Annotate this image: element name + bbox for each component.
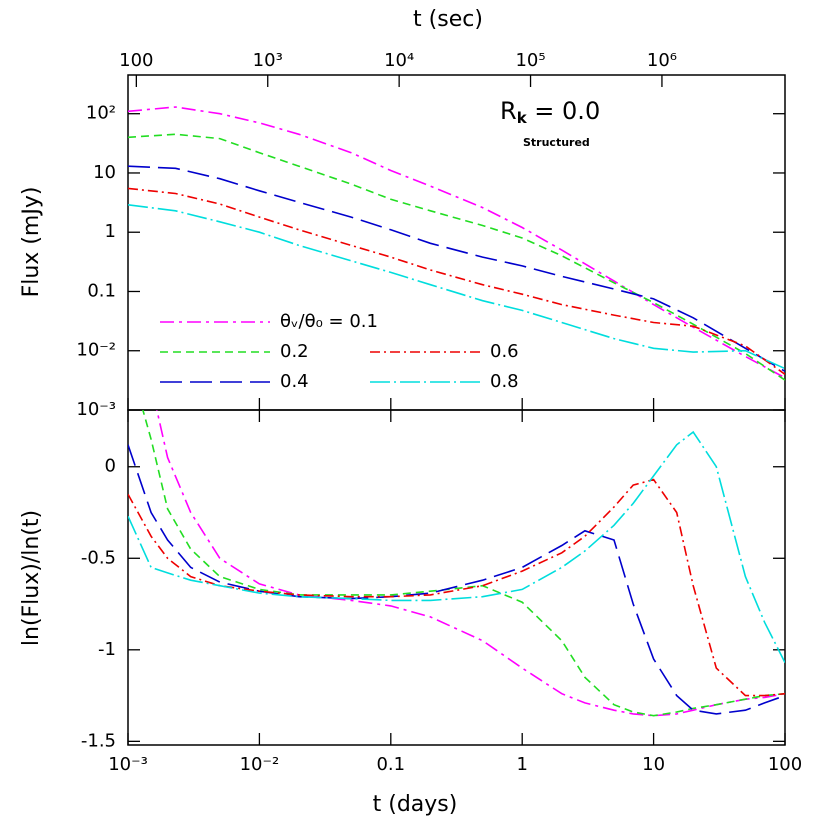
x-axis-label: t (days) [373, 792, 458, 817]
x2-tick-label: 10⁵ [515, 50, 545, 71]
series-line [128, 444, 785, 715]
x-tick-label: 10⁻³ [108, 754, 148, 775]
legend-label: 0.4 [280, 371, 309, 392]
x-tick-label: 0.1 [376, 754, 405, 775]
plot-frame [127, 409, 786, 746]
annotation-text: R [500, 97, 517, 125]
y-tick-label: 0 [105, 456, 116, 477]
y-tick-label: -1 [98, 639, 116, 660]
y-tick-label: 10⁻² [76, 340, 116, 361]
legend-label: θᵥ/θ₀ = 0.1 [280, 311, 378, 332]
x2-tick-label: 10³ [253, 50, 283, 71]
x2-tick-label: 10⁶ [647, 50, 677, 71]
x-tick-label: 10⁻² [240, 754, 280, 775]
y-axis-label: Flux (mJy) [19, 187, 44, 298]
y-tick-label: 10² [86, 103, 116, 124]
series-line [128, 478, 785, 697]
series-line [128, 430, 785, 663]
y-axis-label: ln(Flux)/ln(t) [19, 510, 44, 646]
x2-tick-label: 10⁴ [384, 50, 414, 71]
legend-label: 0.8 [490, 371, 519, 392]
y-tick-label: 10⁻³ [76, 399, 116, 420]
series-line [156, 410, 785, 717]
series-line [128, 187, 785, 375]
y-tick-label: 0.1 [87, 280, 116, 301]
y-tick-label: 10 [93, 162, 116, 183]
x2-axis-label: t (sec) [413, 7, 483, 32]
annotation-rest: = 0.0 [527, 97, 601, 125]
series-line [128, 133, 785, 381]
legend-label: 0.6 [490, 341, 519, 362]
x-tick-label: 1 [516, 754, 527, 775]
x-tick-label: 100 [768, 754, 802, 775]
series-line [128, 106, 785, 379]
series-line [128, 204, 785, 370]
series-line [128, 165, 785, 372]
plot-area [128, 106, 785, 381]
y-tick-label: 1 [105, 221, 116, 242]
annotation: Rk = 0.0 [500, 97, 600, 127]
legend-label: 0.2 [280, 341, 309, 362]
series-line [142, 410, 785, 717]
annotation-sub: k [517, 109, 528, 127]
x2-tick-label: 100 [119, 50, 153, 71]
y-tick-label: -0.5 [81, 547, 116, 568]
plot-frame [127, 74, 786, 411]
note: Structured [523, 136, 590, 149]
plot-area [128, 410, 785, 717]
x-tick-label: 10 [642, 754, 665, 775]
y-tick-label: -1.5 [81, 730, 116, 751]
